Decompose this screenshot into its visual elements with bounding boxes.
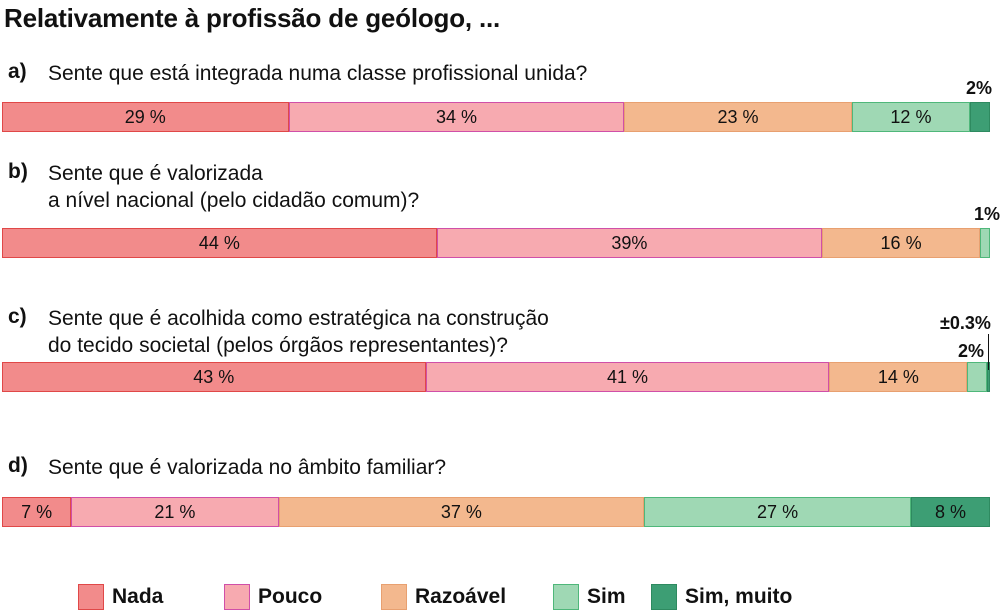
bar-segment: 7 % <box>2 497 72 527</box>
data-label: 41 % <box>606 366 648 387</box>
legend-swatch <box>381 584 407 610</box>
data-label: 44 % <box>198 232 240 253</box>
data-label: 39% <box>611 232 648 253</box>
legend-label: Pouco <box>258 585 323 608</box>
question-line: Sente que está integrada numa classe pro… <box>48 62 588 85</box>
question-line: Sente que é valorizada no âmbito familia… <box>48 456 447 479</box>
question-text: Sente que está integrada numa classe pro… <box>48 60 587 87</box>
legend: Nada Pouco Razoável Sim Sim, muito <box>0 581 1004 611</box>
question-letter: a) <box>8 60 27 83</box>
data-label: ±0.3% <box>940 313 991 333</box>
data-label: 37 % <box>440 501 482 522</box>
data-label: 27 % <box>757 501 799 522</box>
chart-title: Relativamente à profissão de geólogo, ..… <box>4 3 501 33</box>
legend-label: Razoável <box>415 585 507 608</box>
question-line: Sente que é acolhida como estratégica na… <box>48 307 549 330</box>
legend-swatch <box>553 584 579 610</box>
data-label: 14 % <box>877 366 919 387</box>
legend-label: Sim <box>587 585 626 608</box>
bar-segment: 29 % <box>2 102 289 132</box>
question-letter: b) <box>8 160 28 183</box>
bar-segment: 41 % <box>425 362 830 392</box>
question-text: Sente que é valorizada no âmbito familia… <box>48 454 446 481</box>
bar-segment: 37 % <box>278 497 645 527</box>
bar-segment <box>980 228 990 258</box>
question-line: a nível nacional (pelo cidadão comum)? <box>48 189 420 212</box>
legend-swatch <box>651 584 677 610</box>
bar-segment: 27 % <box>644 497 911 527</box>
stacked-bar: 43 % 41 % 14 % <box>2 362 991 392</box>
data-label: 1% <box>974 204 1001 224</box>
legend-swatch <box>224 584 250 610</box>
data-label: 34 % <box>435 106 477 127</box>
data-label: 16 % <box>880 232 922 253</box>
bar-segment: 43 % <box>2 362 426 392</box>
bar-segment: 34 % <box>288 102 625 132</box>
data-label: 12 % <box>890 106 932 127</box>
bar-segment: 12 % <box>851 102 971 132</box>
data-label: 2% <box>958 341 985 361</box>
legend-label: Nada <box>112 585 164 608</box>
bar-segment <box>967 362 988 392</box>
bar-segment: 14 % <box>829 362 968 392</box>
data-label: 2% <box>966 78 993 98</box>
stacked-bar: 29 % 34 % 23 % 12 % <box>2 102 990 132</box>
data-label: 21 % <box>154 501 196 522</box>
bar-segment: 21 % <box>71 497 279 527</box>
data-label: 8 % <box>934 501 966 522</box>
data-label: 23 % <box>717 106 759 127</box>
bar-segment: 39% <box>436 228 823 258</box>
label-leader-line <box>988 334 989 370</box>
legend-swatch <box>78 584 104 610</box>
stacked-bar: 7 % 21 % 37 % 27 % 8 % <box>2 497 990 527</box>
bar-segment: 16 % <box>822 228 981 258</box>
bar-segment <box>970 102 990 132</box>
question-line: do tecido societal (pelos órgãos represe… <box>48 334 508 357</box>
bar-segment: 8 % <box>910 497 990 527</box>
question-line: Sente que é valorizada <box>48 162 263 185</box>
data-label: 7 % <box>21 501 53 522</box>
data-label: 43 % <box>193 366 235 387</box>
question-letter: c) <box>8 305 27 328</box>
question-letter: d) <box>8 454 28 477</box>
question-text: Sente que é acolhida como estratégica na… <box>48 305 549 359</box>
bar-segment: 44 % <box>2 228 437 258</box>
data-label: 29 % <box>124 106 166 127</box>
question-text: Sente que é valorizada a nível nacional (… <box>48 160 419 214</box>
legend-label: Sim, muito <box>685 585 793 608</box>
stacked-bar: 44 % 39% 16 % <box>2 228 990 258</box>
bar-segment: 23 % <box>624 102 852 132</box>
